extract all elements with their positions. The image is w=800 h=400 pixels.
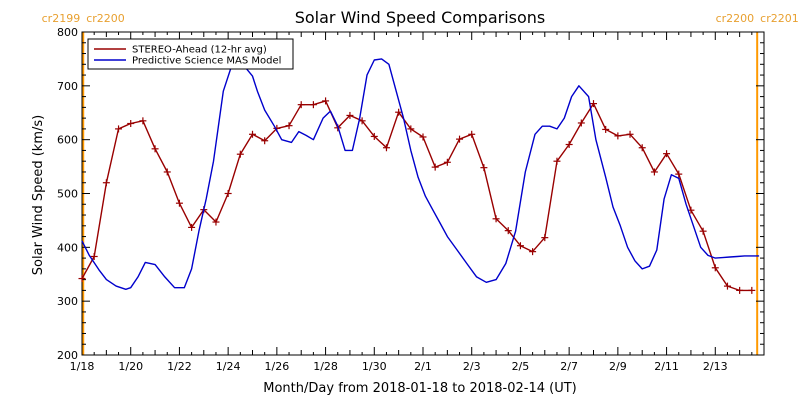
data-point [212,218,220,226]
rotation-label-left: cr2200 [716,12,755,25]
data-point [663,150,671,158]
data-point [78,275,86,283]
x-tick-label: 1/18 [70,360,95,373]
legend: STEREO-Ahead (12-hr avg)Predictive Scien… [87,38,294,70]
data-point [346,111,354,119]
data-point [602,125,610,133]
data-point [626,130,634,138]
data-point [541,234,549,242]
data-point [188,223,196,231]
y-axis-label: Solar Wind Speed (km/s) [31,115,46,275]
data-point [711,264,719,272]
y-tick-label: 300 [57,295,78,308]
data-point [553,157,561,165]
x-tick-label: 2/5 [512,360,530,373]
data-point [309,101,317,109]
data-point [419,133,427,141]
y-tick-label: 200 [57,349,78,362]
legend-box [87,38,294,70]
data-point [650,168,658,176]
y-tick-label: 400 [57,241,78,254]
data-point [516,242,524,250]
data-point [590,100,597,108]
data-point [529,248,537,256]
data-point [638,144,646,152]
data-point [443,158,451,166]
data-point [139,117,147,125]
data-point [468,130,476,138]
x-tick-label: 2/3 [463,360,481,373]
series-lines [78,58,760,294]
data-point [163,168,171,176]
x-tick-label: 1/22 [167,360,192,373]
data-point [748,286,756,294]
data-point [175,199,183,207]
data-point [127,120,135,128]
series-line-1 [81,58,760,290]
data-point [382,144,390,152]
rotation-label-left: cr2199 [42,12,81,25]
axes: 200 300 400 500 600 700 800 1/18 1/20 1/22 1/24 1/2… [57,26,765,373]
y-tick-label: 700 [57,80,78,93]
data-point [261,137,269,145]
data-point [504,227,512,235]
data-point [370,132,378,140]
x-tick-label: 1/20 [118,360,143,373]
data-point [407,125,415,133]
data-point [492,215,500,223]
data-point [395,108,403,116]
data-point [675,170,683,178]
rotation-label-right: cr2200 [86,12,125,25]
series-line-0 [81,100,752,292]
x-tick-label: 2/9 [609,360,627,373]
x-tick-label: 2/11 [654,360,679,373]
data-point [480,164,488,172]
data-point [90,252,98,260]
data-point [102,179,110,187]
data-point [236,150,244,158]
data-point [699,227,707,235]
data-point [151,145,159,153]
chart-title: Solar Wind Speed Comparisons [295,8,546,27]
y-tick-label: 600 [57,134,78,147]
data-point [224,190,232,197]
data-point [285,122,293,130]
y-tick-label: 800 [57,26,78,39]
x-axis-label: Month/Day from 2018-01-18 to 2018-02-14 … [263,381,576,396]
data-point [456,135,464,143]
data-point [577,119,585,127]
x-tick-label: 2/7 [560,360,578,373]
data-point [115,125,123,133]
x-tick-label: 1/24 [216,360,241,373]
data-point [614,132,622,140]
data-point [431,163,439,171]
y-tick-label: 500 [57,188,78,201]
rotation-label-right: cr2201 [760,12,799,25]
data-point [736,286,744,294]
data-point [565,141,573,149]
legend-entry: Predictive Science MAS Model [132,56,281,67]
data-point [249,130,256,138]
data-point [297,101,305,109]
plot-frame [81,31,765,356]
x-tick-label: 1/26 [265,360,290,373]
x-tick-label: 1/28 [313,360,338,373]
legend-entry: STEREO-Ahead (12-hr avg) [132,45,267,56]
x-tick-label: 2/13 [703,360,728,373]
x-tick-label: 1/30 [362,360,387,373]
data-point [723,282,731,290]
data-point [322,97,330,105]
x-tick-label: 2/1 [414,360,432,373]
